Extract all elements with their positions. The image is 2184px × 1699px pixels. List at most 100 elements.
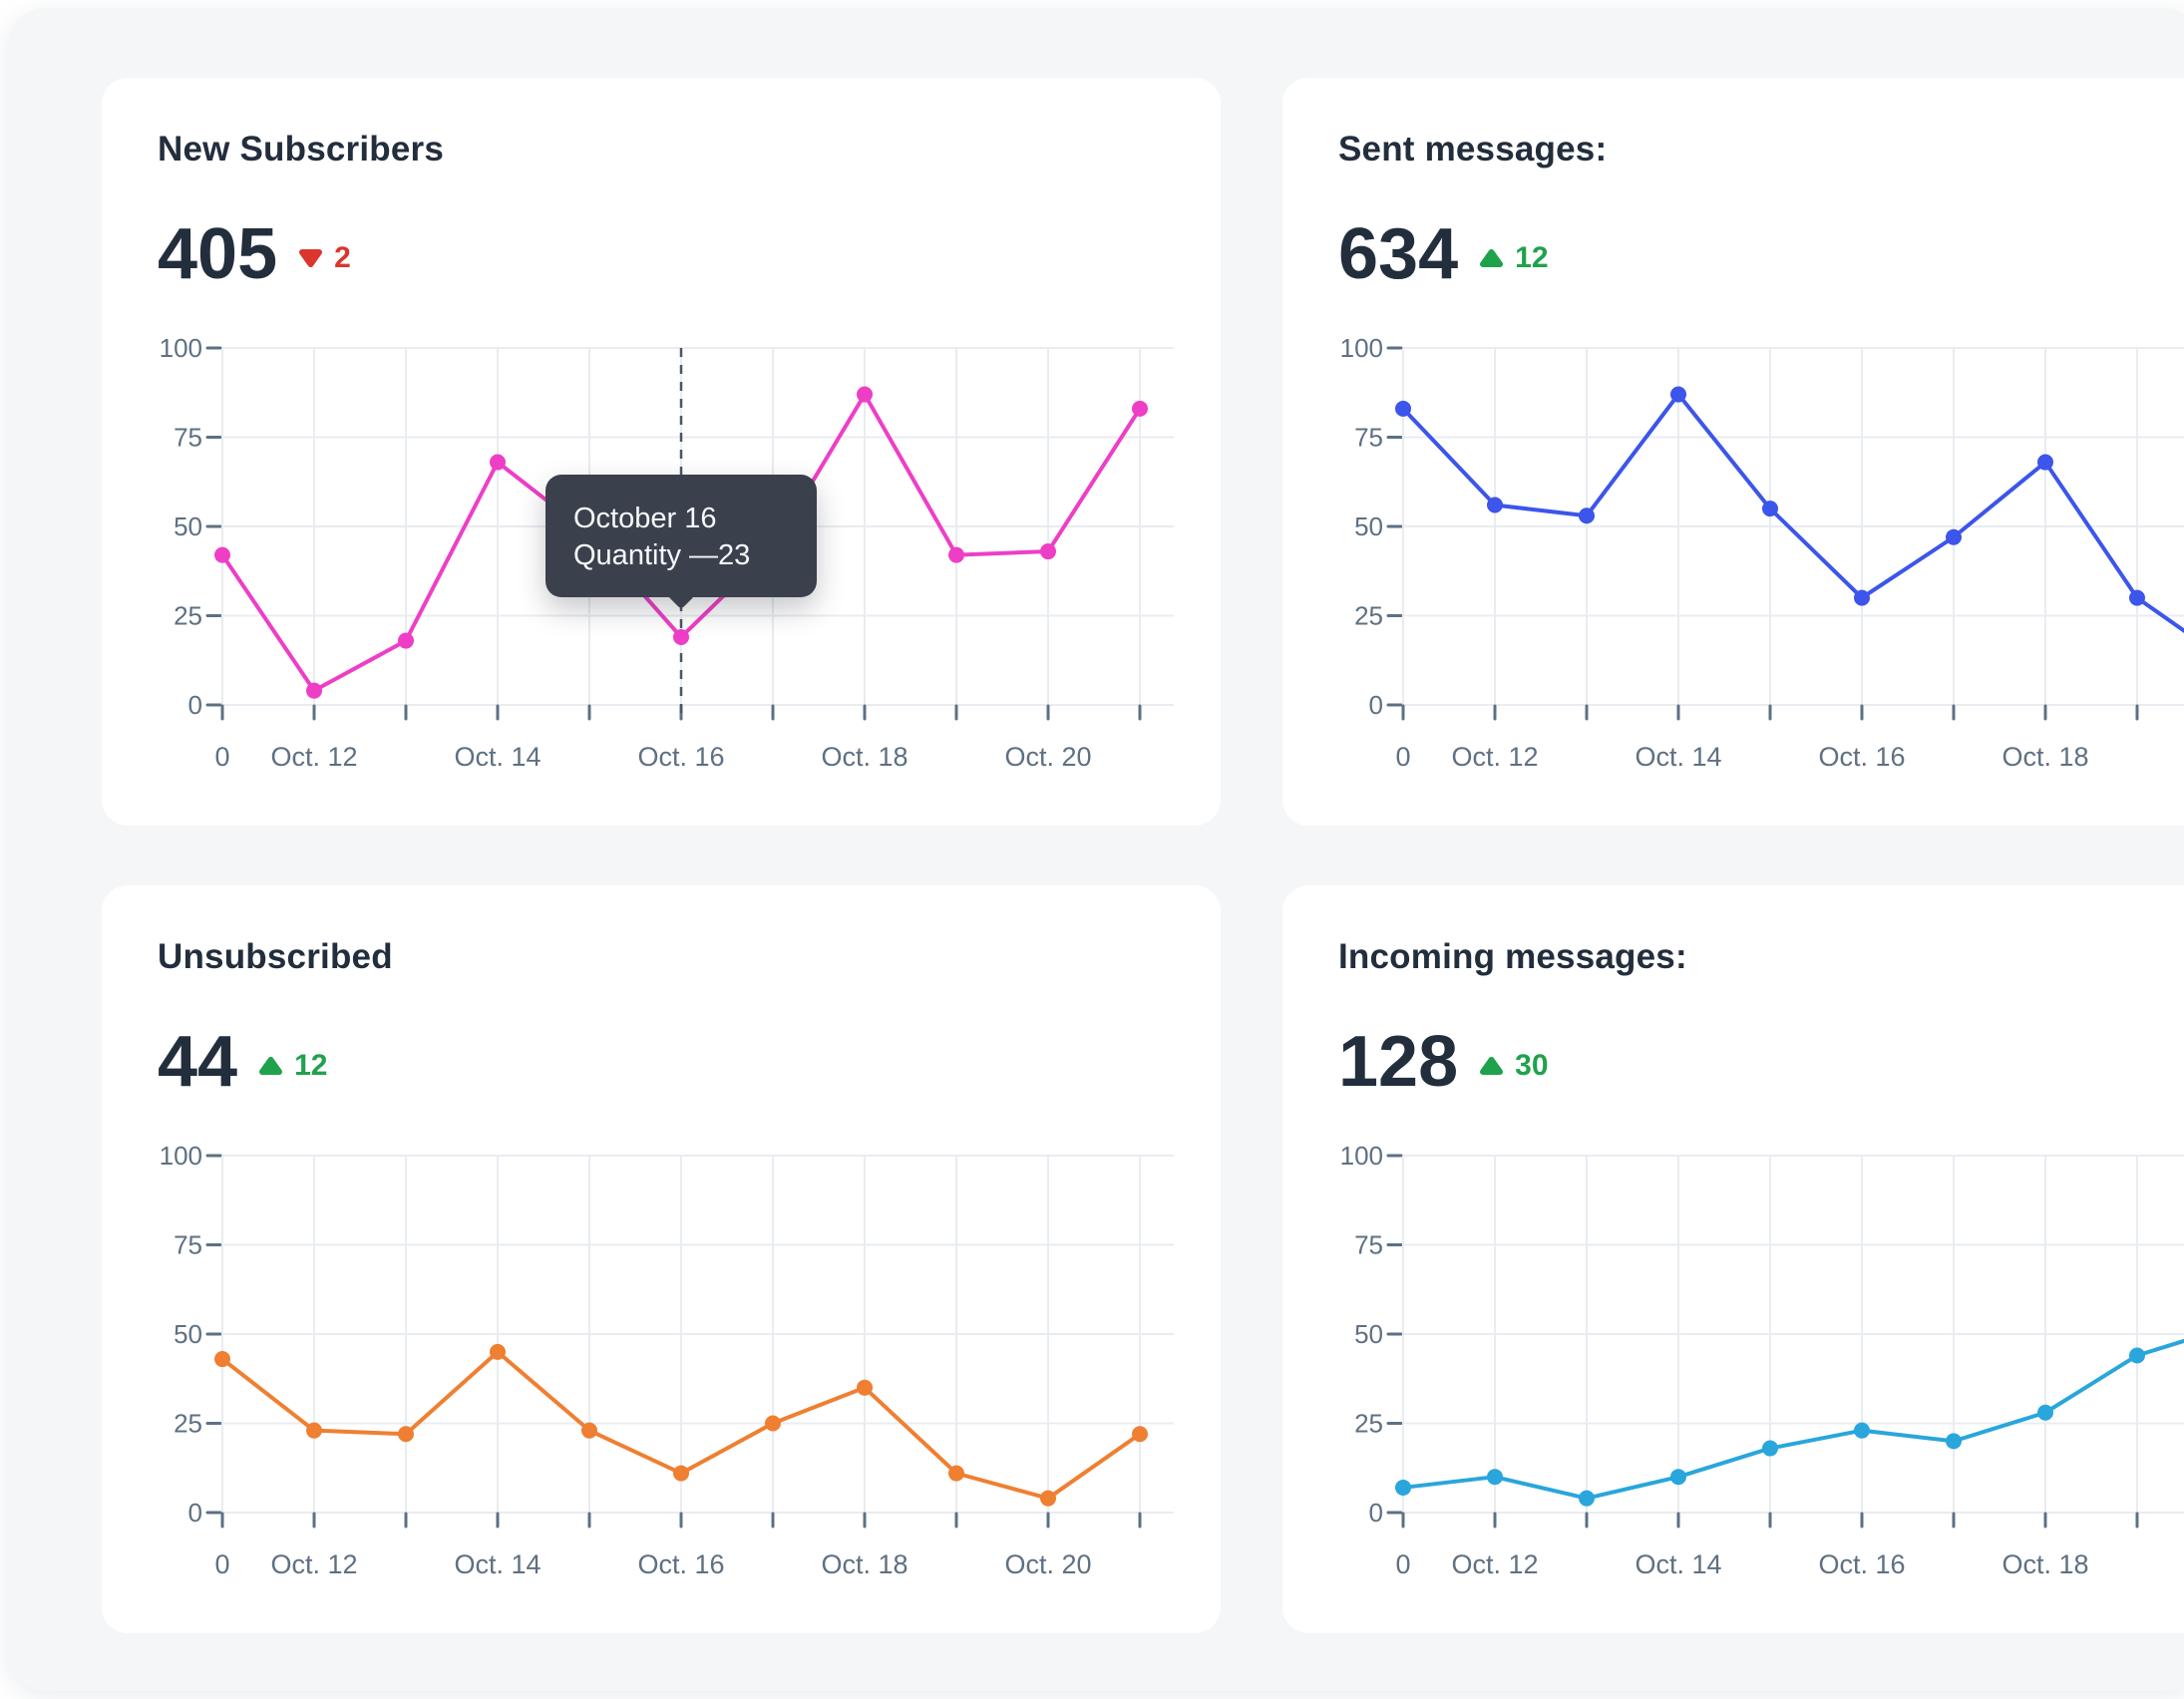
y-axis-label: 25 [1354,601,1383,631]
data-point[interactable] [1854,589,1870,606]
data-point[interactable] [1487,1469,1503,1486]
stat-card-unsubscribed: Unsubscribed 44 12 0 25 50 75 100 0 Oct. 12 Oct. 1… [102,885,1221,1633]
card-title: Incoming messages: [1338,937,1687,976]
data-point[interactable] [948,1465,964,1482]
y-axis-label: 100 [1340,1141,1383,1171]
data-point[interactable] [1579,1490,1595,1507]
x-axis-label: Oct. 18 [821,742,908,772]
data-point[interactable] [2129,1347,2145,1364]
x-axis-label: Oct. 14 [454,1549,541,1579]
x-axis-label: 0 [1395,1549,1410,1579]
y-axis-label: 50 [174,1319,202,1349]
metric-delta: 12 [1478,241,1549,274]
series-line [1401,1338,2184,1501]
x-axis-label: Oct. 12 [1451,1549,1538,1579]
y-axis-label: 0 [188,1498,202,1528]
data-point[interactable] [581,1422,597,1439]
y-axis-label: 0 [188,690,202,720]
data-point[interactable] [490,454,506,471]
x-axis-label: Oct. 12 [1451,742,1538,772]
incoming-messages-chart[interactable]: 0 25 50 75 100 0 Oct. 12 Oct. 14 Oct. 16 Oct. 18 [1282,1125,2184,1593]
data-point[interactable] [765,1415,781,1432]
series-line [1401,392,2184,633]
data-point[interactable] [1395,400,1411,417]
x-axis-label: Oct. 18 [2002,742,2088,772]
data-point[interactable] [1040,1490,1056,1507]
data-point[interactable] [1946,528,1962,545]
metric-value: 405 [158,214,278,294]
data-point[interactable] [490,1343,506,1360]
x-axis-label: Oct. 14 [1635,742,1721,772]
x-axis-label: Oct. 18 [2002,1549,2088,1579]
y-axis-label: 25 [174,1409,202,1439]
y-axis-label: 25 [174,601,202,631]
metric-delta: 2 [297,243,351,273]
unsubscribed-chart[interactable]: 0 25 50 75 100 0 Oct. 12 Oct. 14 Oct. 16 Oct. 18 O… [102,1125,1221,1593]
delta-value: 30 [1515,1049,1549,1082]
data-point[interactable] [2129,589,2145,606]
delta-down-icon [299,249,323,267]
metric-value: 44 [158,1022,238,1102]
metric-row: 405 2 [158,218,351,290]
metric-delta: 12 [257,1051,327,1081]
delta-up-icon [1480,1057,1504,1075]
y-axis-label: 50 [1354,511,1383,541]
data-point[interactable] [673,1465,689,1482]
data-point[interactable] [2037,1404,2053,1421]
x-axis-label: 0 [1395,742,1410,772]
y-axis-label: 75 [174,423,202,453]
data-point[interactable] [1487,497,1503,513]
data-point[interactable] [1854,1422,1870,1439]
data-point[interactable] [306,682,322,699]
y-axis-label: 75 [1354,423,1383,453]
data-point[interactable] [673,628,689,645]
data-point[interactable] [1132,1426,1148,1443]
sent-messages-chart[interactable]: 0 25 50 75 100 0 Oct. 12 Oct. 14 Oct. 16 Oct. 18 [1282,317,2184,786]
x-axis-label: Oct. 16 [1818,742,1905,772]
metric-row: 44 12 [158,1026,327,1098]
data-point[interactable] [1395,1479,1411,1496]
y-axis-label: 0 [1369,690,1383,720]
data-point[interactable] [1132,400,1148,417]
data-point[interactable] [398,632,414,649]
stat-card-incoming-messages: Incoming messages: 128 30 0 25 50 75 100 0 Oct. 1… [1282,885,2184,1633]
delta-up-icon [1480,249,1504,267]
delta-up-icon [259,1057,283,1075]
x-axis-label: Oct. 12 [270,1549,357,1579]
stat-card-sent-messages: Sent messages: 634 12 0 25 50 75 100 0 Oct. 12 Oct… [1282,78,2184,826]
stat-card-new-subscribers: New Subscribers 405 2 0 25 50 75 100 0 Oct. 12 Oct… [102,78,1221,826]
data-point[interactable] [2037,454,2053,471]
data-point[interactable] [948,546,964,563]
delta-value: 12 [294,1049,328,1082]
x-axis-label: Oct. 16 [637,742,724,772]
x-axis-label: 0 [214,742,229,772]
data-point[interactable] [1670,386,1686,403]
data-point[interactable] [857,1379,873,1396]
card-title: Sent messages: [1338,130,1608,169]
y-axis-label: 25 [1354,1409,1383,1439]
data-point[interactable] [214,1351,230,1368]
y-axis-label: 100 [160,1141,202,1171]
delta-value: 12 [1515,241,1549,274]
data-point[interactable] [214,546,230,563]
x-axis-label: Oct. 18 [821,1549,908,1579]
data-point[interactable] [1040,543,1056,560]
x-axis-label: Oct. 20 [1004,742,1091,772]
data-point[interactable] [1579,508,1595,524]
x-axis-label: Oct. 12 [270,742,357,772]
metric-delta: 30 [1478,1049,1549,1082]
data-point[interactable] [398,1426,414,1443]
data-point[interactable] [857,386,873,403]
y-axis-label: 75 [1354,1230,1383,1260]
data-point[interactable] [1670,1469,1686,1486]
metric-value: 634 [1338,214,1459,294]
data-point[interactable] [1946,1433,1962,1450]
data-point[interactable] [1762,1440,1778,1457]
metric-value: 128 [1338,1022,1459,1102]
y-axis-label: 75 [174,1230,202,1260]
data-point[interactable] [306,1422,322,1439]
x-axis-label: Oct. 20 [1004,1549,1091,1579]
stats-panel: New Subscribers 405 2 0 25 50 75 100 0 Oct. 12 Oct… [8,8,2184,1691]
data-point[interactable] [1762,501,1778,517]
y-axis-label: 0 [1369,1498,1383,1528]
